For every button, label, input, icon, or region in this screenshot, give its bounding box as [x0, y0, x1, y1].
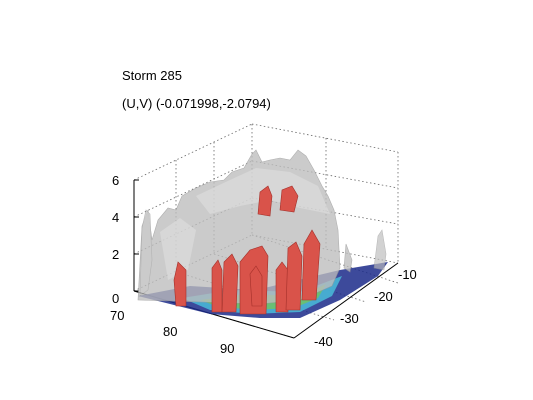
plot-title: Storm 285 — [122, 68, 182, 83]
y-axis-tick-labels: -10 -20 -30 -40 — [314, 267, 417, 349]
y-tick-label: -40 — [314, 334, 333, 349]
y-tick-label: -30 — [340, 311, 359, 326]
z-tick-label: 0 — [112, 291, 119, 306]
plot-subtitle-uv: (U,V) (-0.071998,-2.0794) — [122, 96, 271, 111]
z-tick-label: 2 — [112, 247, 119, 262]
storm-core-isosurfaces — [173, 185, 321, 315]
y-tick-label: -10 — [398, 267, 417, 282]
x-tick-label: 80 — [163, 324, 177, 339]
z-tick-label: 4 — [112, 210, 119, 225]
x-axis-tick-labels: 70 80 90 — [110, 308, 234, 356]
x-tick-label: 90 — [220, 341, 234, 356]
z-axis-tick-labels: 6 4 2 0 — [112, 173, 119, 306]
x-tick-label: 70 — [110, 308, 124, 323]
y-tick-label: -20 — [374, 289, 393, 304]
z-tick-label: 6 — [112, 173, 119, 188]
